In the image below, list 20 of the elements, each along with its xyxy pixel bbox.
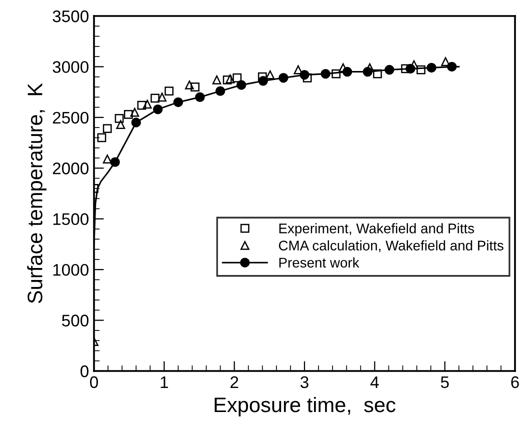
y-tick-label: 500 [62, 314, 88, 326]
y-tick-label: 1500 [53, 213, 88, 226]
x-axis-title: Exposure time, sec [214, 396, 396, 416]
x-tick-label: 0 [90, 376, 98, 388]
x-tick-label: 2 [230, 376, 238, 388]
y-tick-label: 0 [80, 365, 88, 378]
legend-label: CMA calculation, Wakefield and Pitts [278, 240, 504, 252]
y-tick-label: 2000 [52, 162, 88, 174]
y-axis-title: Surface temperature, K [27, 83, 47, 304]
x-tick-label: 3 [300, 376, 308, 388]
y-tick-label: 3000 [52, 61, 88, 73]
y-tick-label: 1000 [53, 264, 88, 276]
y-tick-label: 3500 [52, 10, 88, 22]
x-tick-label: 4 [370, 376, 379, 388]
x-tick-label: 6 [511, 376, 519, 388]
legend-label: Present work [279, 257, 360, 268]
x-tick-label: 5 [440, 376, 449, 388]
x-tick-label: 1 [160, 376, 168, 388]
legend-label: Experiment, Wakefield and Pitts [279, 223, 474, 236]
y-tick-label: 2500 [52, 112, 88, 124]
